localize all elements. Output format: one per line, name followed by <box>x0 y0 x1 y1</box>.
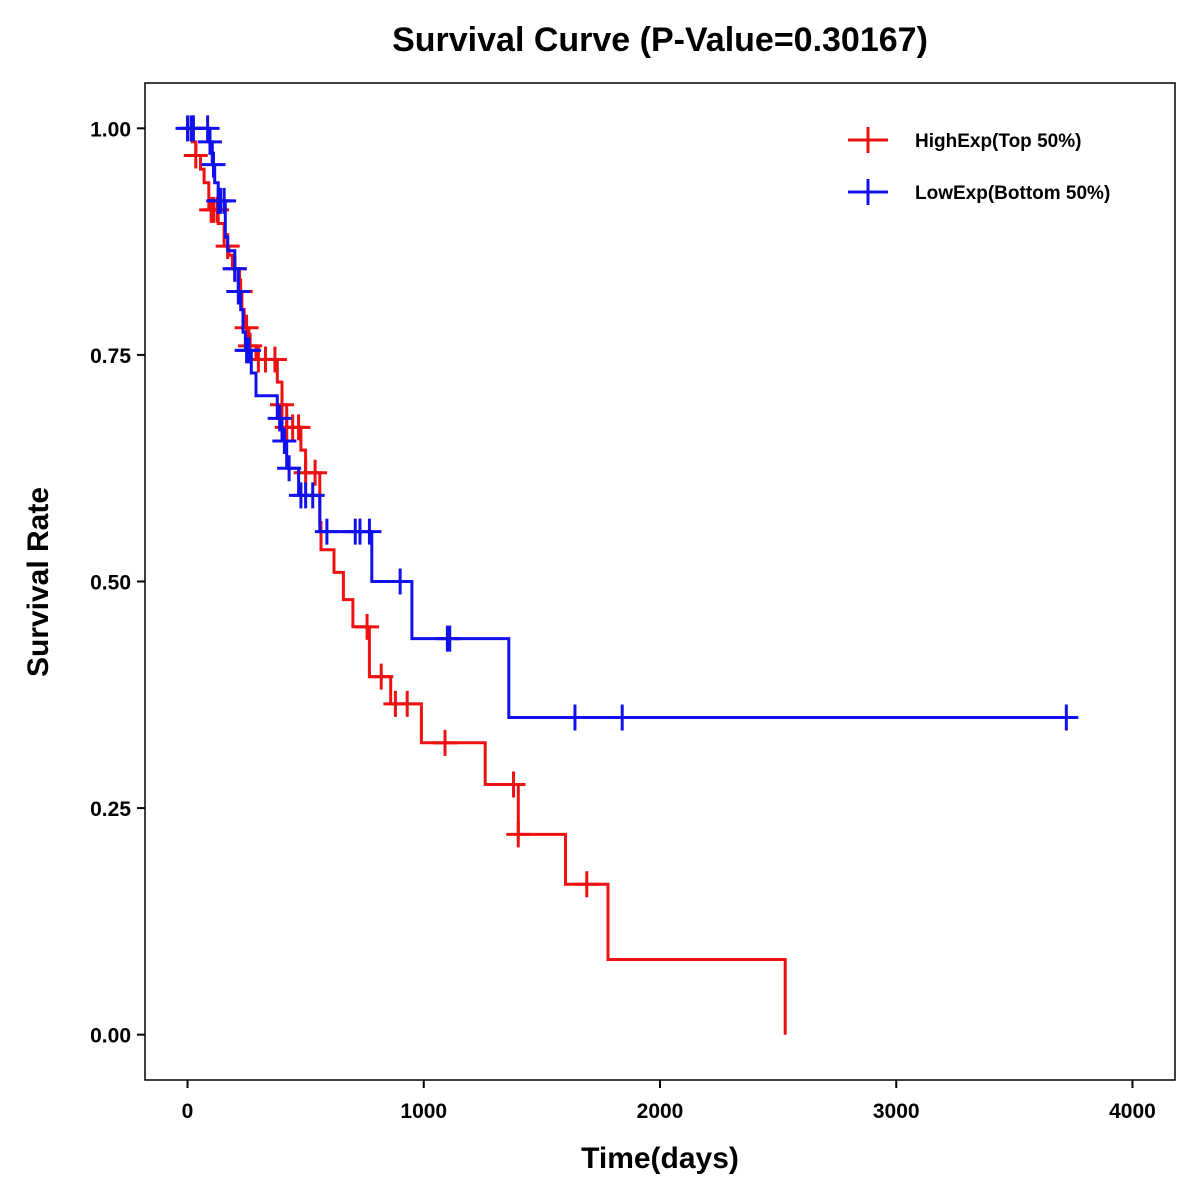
censor-mark-1-5 <box>201 151 226 178</box>
censor-mark-0-19 <box>369 663 394 690</box>
y-tick-label-3: 0.75 <box>90 345 131 368</box>
axes-layer: 0 1000 2000 3000 4000 0.00 0.25 0.50 0.75 1.00 <box>90 82 1176 1123</box>
censor-mark-1-4 <box>197 128 222 155</box>
censor-mark-1-27 <box>610 704 635 731</box>
y-tick-label-1: 0.25 <box>90 798 131 821</box>
censor-mark-0-12 <box>270 391 295 418</box>
curves-layer <box>175 115 1079 1035</box>
censor-mark-1-10 <box>226 278 251 305</box>
y-tick-label-4: 1.00 <box>90 118 131 141</box>
censor-mark-1-28 <box>1054 704 1079 731</box>
y-tick-label-2: 0.50 <box>90 572 131 595</box>
censor-mark-1-14 <box>272 428 297 455</box>
censor-mark-0-21 <box>395 690 420 717</box>
censor-mark-1-19 <box>314 518 339 545</box>
censor-mark-1-26 <box>562 704 587 731</box>
censor-mark-1-9 <box>222 255 247 282</box>
legend-label-1: LowExp(Bottom 50%) <box>915 183 1110 204</box>
legend-label-0: HighExp(Top 50%) <box>915 131 1081 152</box>
chart-title: Survival Curve (P-Value=0.30167) <box>392 21 928 59</box>
censor-mark-0-18 <box>355 613 380 640</box>
censor-mark-1-23 <box>388 568 413 595</box>
censor-mark-0-15 <box>286 414 311 441</box>
y-tick-label-0: 0.00 <box>90 1025 131 1048</box>
censor-mark-1-13 <box>267 405 292 432</box>
censor-mark-1-25 <box>437 625 462 652</box>
censor-mark-0-23 <box>501 771 526 798</box>
censor-mark-1-22 <box>357 518 382 545</box>
censor-mark-1-15 <box>277 455 302 482</box>
censor-mark-0-25 <box>574 871 599 898</box>
censor-mark-0-0 <box>183 142 208 169</box>
x-tick-label-2: 2000 <box>637 1100 684 1123</box>
x-tick-label-1: 1000 <box>400 1100 447 1123</box>
plot-border <box>144 82 1176 1081</box>
censor-mark-0-17 <box>303 459 328 486</box>
censor-mark-1-8 <box>212 187 237 214</box>
series-group-0 <box>183 126 787 1035</box>
censor-mark-1-3 <box>195 115 220 142</box>
legend: HighExp(Top 50%) LowExp(Bottom 50%) <box>848 127 1110 205</box>
x-tick-label-0: 0 <box>182 1100 194 1123</box>
x-axis-label: Time(days) <box>581 1142 739 1175</box>
x-tick-label-4: 4000 <box>1109 1100 1156 1123</box>
censor-mark-1-12 <box>236 337 261 364</box>
x-tick-label-3: 3000 <box>873 1100 920 1123</box>
censor-mark-1-18 <box>300 482 325 509</box>
censor-mark-0-24 <box>506 821 531 848</box>
series-group-1 <box>175 115 1079 731</box>
censor-mark-0-22 <box>433 729 458 756</box>
survival-curve-1 <box>187 126 1072 719</box>
censor-mark-0-11 <box>262 346 287 373</box>
survival-curve-0 <box>187 126 787 1035</box>
y-axis-label: Survival Rate <box>22 487 55 677</box>
